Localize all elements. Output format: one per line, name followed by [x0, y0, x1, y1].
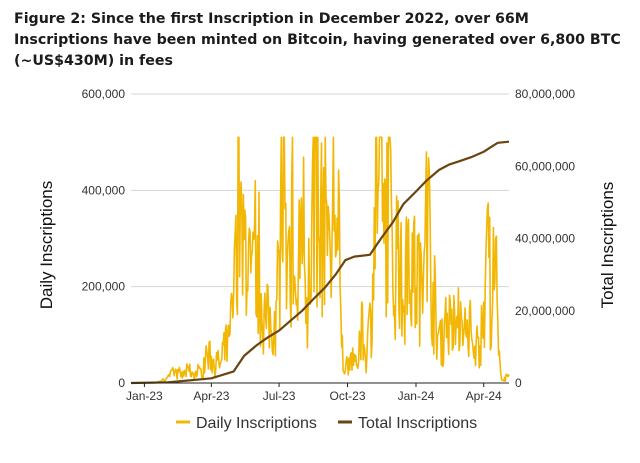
- x-tick-label: Apr-23: [193, 389, 229, 403]
- total-inscriptions-series: [130, 140, 510, 385]
- y-right-tick-label: 40,000,000: [515, 232, 575, 246]
- x-tick-label: Jan-23: [126, 389, 163, 403]
- y-left-tick-label: 0: [118, 376, 125, 390]
- y-left-axis-label: Daily Inscriptions: [37, 181, 56, 310]
- y-right-tick-label: 60,000,000: [515, 159, 575, 173]
- axes: 0 200,000 400,000 600,000 0 20,000,000 40,000,…: [82, 87, 576, 403]
- legend: Daily Inscriptions Total Inscriptions: [176, 415, 477, 432]
- y-right-tick-label: 0: [515, 376, 522, 390]
- legend-label-daily: Daily Inscriptions: [196, 415, 317, 432]
- legend-label-total: Total Inscriptions: [358, 415, 477, 432]
- daily-inscriptions-series: [130, 136, 510, 384]
- y-left-tick-label: 200,000: [82, 280, 126, 294]
- y-left-tick-label: 400,000: [82, 183, 126, 197]
- chart-title: Figure 2: Since the first Inscription in…: [14, 11, 621, 69]
- daily-inscriptions-line: [130, 136, 510, 384]
- y-right-tick-label: 80,000,000: [515, 87, 575, 101]
- x-tick-label: Oct-23: [330, 389, 366, 403]
- y-left-tick-label: 600,000: [82, 87, 126, 101]
- total-inscriptions-line: [130, 140, 510, 385]
- x-tick-label: Jan-24: [398, 389, 435, 403]
- x-tick-label: Apr-24: [466, 389, 502, 403]
- y-right-axis-label: Total Inscriptions: [598, 182, 617, 309]
- y-right-tick-label: 20,000,000: [515, 304, 575, 318]
- x-tick-label: Jul-23: [263, 389, 296, 403]
